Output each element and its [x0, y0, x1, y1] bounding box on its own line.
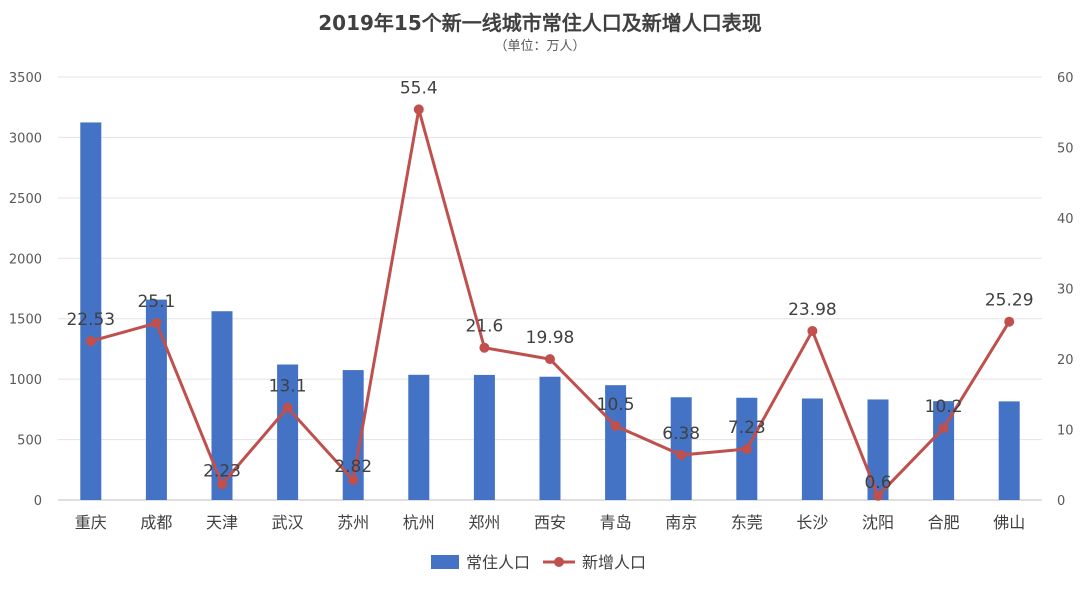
data-label: 19.98: [526, 328, 575, 348]
category-label: 沈阳: [862, 513, 894, 532]
legend-label: 常住人口: [466, 553, 530, 572]
watermark-text: 大数跨境: [48, 558, 128, 582]
category-label: 长沙: [796, 513, 828, 532]
line-point: [807, 325, 818, 336]
right-axis: 0 10 20 30 40 50 60: [1057, 71, 1074, 509]
category-label: 南京: [665, 513, 697, 532]
right-tick-label: 20: [1057, 353, 1074, 368]
right-tick-label: 40: [1057, 212, 1074, 227]
data-label: 6.38: [662, 424, 700, 444]
bar: [539, 376, 561, 500]
bar: [211, 311, 233, 500]
data-label: 55.4: [400, 78, 438, 98]
legend-swatch-bar: [431, 555, 459, 569]
data-label: 21.6: [465, 317, 503, 337]
bar: [473, 374, 495, 500]
line-point: [217, 479, 227, 490]
category-label: 苏州: [337, 513, 369, 532]
category-label: 重庆: [75, 513, 107, 532]
category-label: 佛山: [993, 513, 1025, 532]
line-point: [676, 450, 687, 461]
left-tick-label: 3000: [9, 131, 42, 146]
chart-title: 2019年15个新一线城市常住人口及新增人口表现: [318, 11, 762, 35]
data-label: 25.29: [985, 291, 1034, 311]
category-label: 西安: [534, 513, 566, 532]
left-axis: 0 500 1000 1500 2000 2500 3000 3500: [9, 71, 42, 509]
data-label: 10.2: [925, 397, 963, 417]
line-point: [1004, 316, 1015, 327]
data-label: 25.1: [137, 292, 175, 312]
right-tick-label: 10: [1057, 424, 1074, 439]
line-point: [479, 342, 490, 353]
data-label: 2.23: [203, 461, 241, 481]
category-label: 郑州: [468, 513, 500, 532]
legend: 常住人口 新增人口: [431, 553, 646, 572]
data-label: 22.53: [66, 310, 115, 330]
data-label: 7.23: [728, 418, 766, 438]
data-label: 23.98: [788, 300, 837, 320]
bar: [867, 399, 889, 500]
line-point: [348, 475, 359, 486]
bar: [998, 401, 1020, 500]
right-tick-label: 50: [1057, 142, 1074, 157]
right-tick-label: 0: [1057, 494, 1065, 509]
line-point: [413, 104, 424, 115]
line-point: [610, 420, 621, 431]
bar: [605, 385, 627, 500]
data-labels: 22.53 25.1 2.23 13.1 2.82 55.4 21.6 19.98 10.5 6.…: [66, 78, 1033, 492]
category-label: 武汉: [272, 513, 304, 532]
left-tick-label: 0: [34, 494, 42, 509]
bar: [145, 299, 167, 500]
category-labels: 重庆 成都 天津 武汉 苏州 杭州 郑州 西安 青岛 南京 东莞 长沙 沈阳 合肥 佛山: [75, 513, 1025, 532]
left-tick-label: 1000: [9, 373, 42, 388]
category-label: 东莞: [731, 513, 763, 532]
bar: [408, 374, 430, 500]
bar: [80, 122, 102, 500]
category-label: 天津: [206, 513, 238, 532]
bar: [933, 401, 955, 500]
left-tick-label: 3500: [9, 71, 42, 86]
legend-label: 新增人口: [582, 553, 646, 572]
data-label: 13.1: [269, 377, 307, 397]
line-point: [85, 336, 96, 347]
line-point: [741, 444, 752, 455]
left-tick-label: 2500: [9, 192, 42, 207]
left-tick-label: 500: [17, 434, 42, 449]
left-tick-label: 2000: [9, 252, 42, 267]
line-point: [873, 490, 883, 501]
bar: [342, 370, 364, 500]
chart-subtitle: （单位：万人）: [494, 39, 585, 54]
legend-marker: [554, 557, 564, 567]
line-series: [85, 104, 1015, 501]
category-label: 成都: [140, 513, 172, 532]
data-label: 10.5: [597, 395, 635, 415]
category-label: 青岛: [600, 513, 632, 532]
left-tick-label: 1500: [9, 313, 42, 328]
line-point: [282, 402, 293, 413]
bar: [277, 364, 299, 500]
line-point: [938, 423, 949, 434]
bar-series: [80, 122, 1020, 500]
category-label: 杭州: [403, 513, 435, 532]
data-label: 2.82: [334, 457, 372, 477]
bar: [670, 397, 692, 500]
line-point: [151, 318, 162, 329]
right-tick-label: 60: [1057, 71, 1074, 86]
wechat-bubble-icon: [9, 559, 42, 584]
watermark: 大数跨境: [9, 558, 128, 584]
category-label: 合肥: [928, 513, 960, 532]
data-label: 0.6: [864, 473, 891, 493]
right-tick-label: 30: [1057, 283, 1074, 298]
bar: [801, 398, 823, 500]
line-point: [545, 354, 555, 365]
